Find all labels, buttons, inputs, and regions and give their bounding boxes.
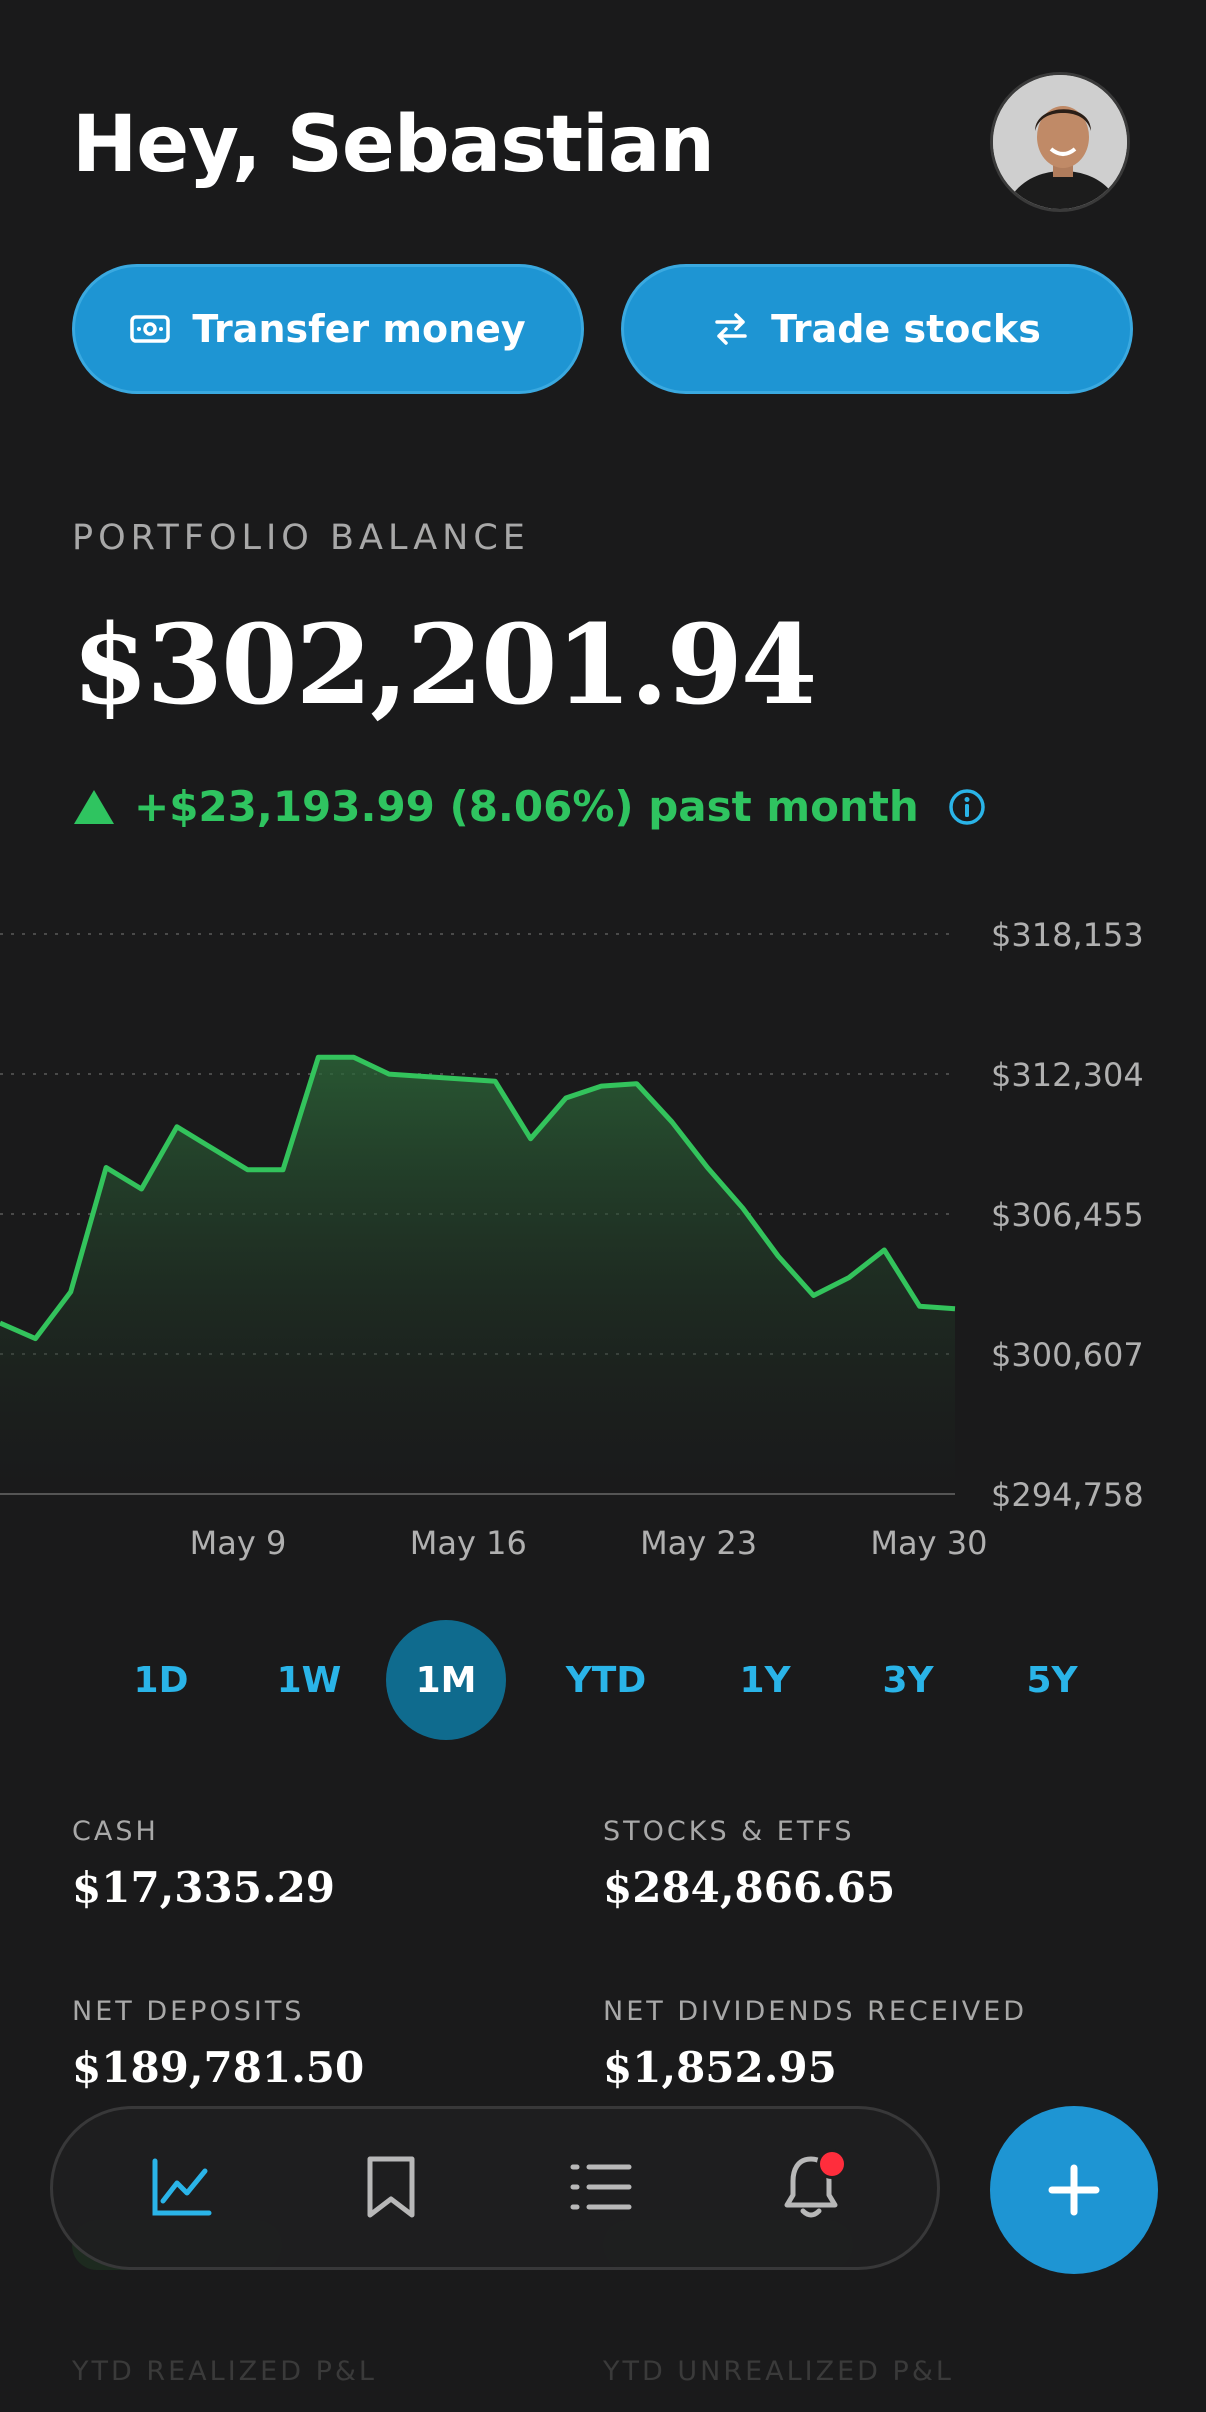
bottom-tab-bar	[50, 2106, 940, 2270]
chart-line	[0, 1054, 956, 1342]
portfolio-balance-label: PORTFOLIO BALANCE	[72, 518, 530, 558]
greeting-title: Hey, Sebastian	[72, 100, 715, 190]
period-selector: 1D 1W 1M YTD 1Y 3Y 5Y	[72, 1620, 1134, 1740]
up-triangle-icon	[74, 789, 114, 824]
plus-icon	[1048, 2164, 1100, 2216]
period-1m[interactable]: 1M	[386, 1620, 506, 1740]
period-1y[interactable]: 1Y	[739, 1659, 791, 1701]
ytd-realized-label: YTD REALIZED P&L	[72, 2356, 377, 2387]
chart-area	[0, 1057, 955, 1494]
trade-stocks-button[interactable]: Trade stocks	[621, 264, 1133, 394]
y-tick-label: $306,455	[991, 1196, 1144, 1234]
tab-notifications[interactable]	[771, 2147, 851, 2227]
cash-stat: CASH $17,335.29	[72, 1816, 335, 1912]
deposits-value: $189,781.50	[72, 2043, 365, 2092]
portfolio-chart[interactable]: $318,153 $312,304 $306,455 $300,607 $294,758…	[0, 900, 1206, 1580]
period-5y[interactable]: 5Y	[1026, 1659, 1078, 1701]
transfer-money-label: Transfer money	[192, 307, 526, 351]
x-tick-label: May 16	[410, 1524, 527, 1562]
y-tick-label: $294,758	[991, 1476, 1144, 1514]
period-1w[interactable]: 1W	[276, 1659, 342, 1701]
stocks-stat: STOCKS & ETFS $284,866.65	[603, 1816, 895, 1912]
add-button[interactable]	[990, 2106, 1158, 2274]
period-3y[interactable]: 3Y	[882, 1659, 934, 1701]
y-tick-label: $312,304	[991, 1056, 1144, 1094]
cash-icon	[130, 315, 171, 343]
chart-icon	[152, 2158, 212, 2216]
bookmark-icon	[367, 2156, 415, 2218]
cash-label: CASH	[72, 1816, 159, 1847]
swap-arrows-icon	[715, 313, 747, 345]
trade-stocks-label: Trade stocks	[771, 307, 1041, 351]
portfolio-change: +$23,193.99 (8.06%) past month	[72, 782, 987, 831]
portfolio-change-text: +$23,193.99 (8.06%) past month	[134, 782, 919, 831]
dividends-value: $1,852.95	[603, 2043, 837, 2092]
y-tick-label: $318,153	[991, 916, 1144, 954]
transfer-money-button[interactable]: Transfer money	[72, 264, 584, 394]
list-icon	[570, 2164, 632, 2210]
stocks-value: $284,866.65	[603, 1863, 896, 1912]
info-icon[interactable]	[947, 787, 987, 827]
x-tick-label: May 9	[190, 1524, 287, 1562]
ytd-unrealized-label: YTD UNREALIZED P&L	[603, 2356, 954, 2387]
avatar[interactable]	[990, 72, 1130, 212]
x-tick-label: May 23	[640, 1524, 757, 1562]
tab-portfolio[interactable]	[141, 2147, 221, 2227]
notification-badge	[817, 2149, 847, 2179]
deposits-label: NET DEPOSITS	[72, 1996, 305, 2027]
dividends-stat: NET DIVIDENDS RECEIVED $1,852.95	[603, 1996, 1027, 2092]
dividends-label: NET DIVIDENDS RECEIVED	[603, 1996, 1028, 2027]
portfolio-balance-value: $302,201.94	[72, 600, 817, 729]
deposits-stat: NET DEPOSITS $189,781.50	[72, 1996, 364, 2092]
y-tick-label: $300,607	[991, 1336, 1144, 1374]
avatar-image	[993, 75, 1127, 209]
tab-activity[interactable]	[561, 2147, 641, 2227]
cash-value: $17,335.29	[72, 1863, 336, 1912]
stocks-label: STOCKS & ETFS	[603, 1816, 855, 1847]
period-1d[interactable]: 1D	[133, 1659, 189, 1701]
period-ytd[interactable]: YTD	[565, 1659, 647, 1701]
tab-watchlist[interactable]	[351, 2147, 431, 2227]
x-tick-label: May 30	[870, 1524, 987, 1562]
